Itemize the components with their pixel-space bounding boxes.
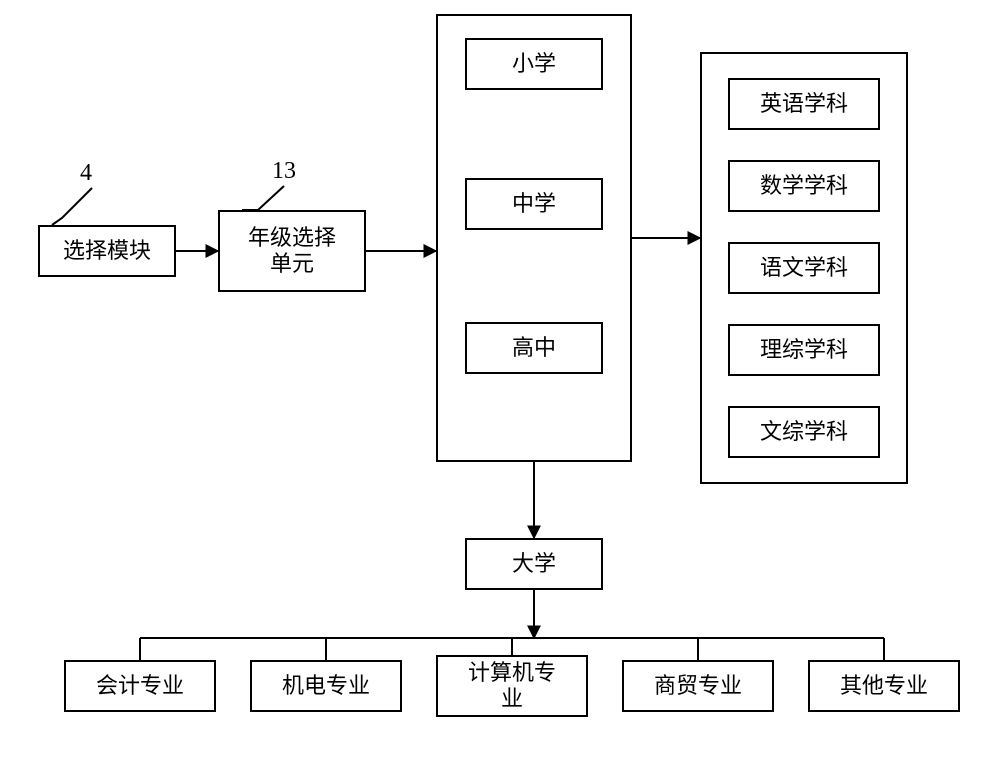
math-subject-label: 数学学科 (760, 173, 848, 199)
primary-school-node: 小学 (465, 38, 603, 90)
grade-select-unit-label: 年级选择单元 (248, 225, 336, 278)
science-combo-subject-label: 理综学科 (760, 337, 848, 363)
callout-13-label: 13 (272, 158, 296, 185)
grade-select-unit-node: 年级选择单元 (218, 210, 366, 292)
high-school-node: 高中 (465, 322, 603, 374)
primary-school-label: 小学 (512, 51, 556, 77)
accounting-major-node: 会计专业 (64, 660, 216, 712)
mechatronics-major-node: 机电专业 (250, 660, 402, 712)
mechatronics-major-label: 机电专业 (282, 673, 370, 699)
callout-4-label: 4 (80, 160, 92, 187)
other-major-node: 其他专业 (808, 660, 960, 712)
select-module-node: 选择模块 (38, 225, 176, 277)
computer-major-node: 计算机专业 (436, 655, 588, 717)
accounting-major-label: 会计专业 (96, 673, 184, 699)
chinese-subject-node: 语文学科 (728, 242, 880, 294)
university-label: 大学 (512, 551, 556, 577)
other-major-label: 其他专业 (840, 673, 928, 699)
liberal-combo-subject-node: 文综学科 (728, 406, 880, 458)
math-subject-node: 数学学科 (728, 160, 880, 212)
science-combo-subject-node: 理综学科 (728, 324, 880, 376)
commerce-major-node: 商贸专业 (622, 660, 774, 712)
high-school-label: 高中 (512, 335, 556, 361)
select-module-label: 选择模块 (63, 238, 151, 264)
commerce-major-label: 商贸专业 (654, 673, 742, 699)
university-node: 大学 (465, 538, 603, 590)
diagram-canvas: 选择模块 年级选择单元 小学 中学 高中 英语学科 数学学科 语文学科 理综学科… (0, 0, 1000, 768)
chinese-subject-label: 语文学科 (760, 255, 848, 281)
middle-school-node: 中学 (465, 178, 603, 230)
english-subject-node: 英语学科 (728, 78, 880, 130)
middle-school-label: 中学 (512, 191, 556, 217)
english-subject-label: 英语学科 (760, 91, 848, 117)
liberal-combo-subject-label: 文综学科 (760, 419, 848, 445)
computer-major-label: 计算机专业 (468, 660, 556, 713)
